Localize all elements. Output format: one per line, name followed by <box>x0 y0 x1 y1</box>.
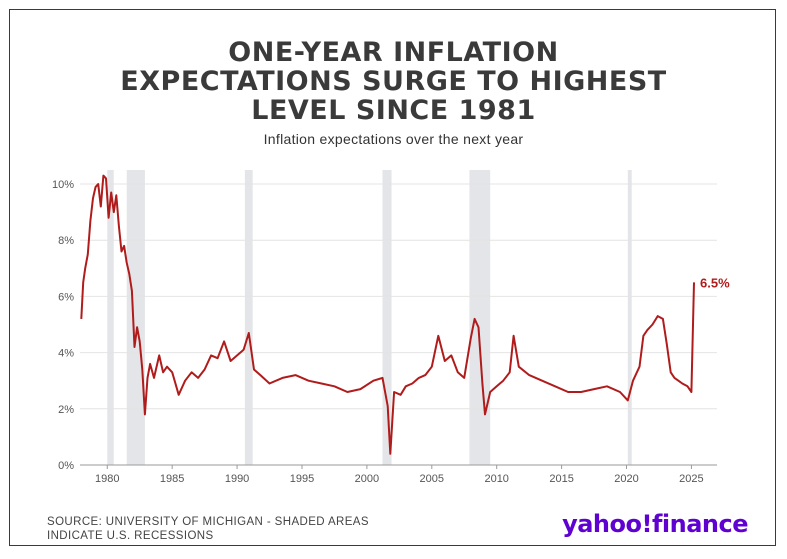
x-tick-label-7: 2015 <box>549 473 573 485</box>
chart-title: ONE-YEAR INFLATION EXPECTATIONS SURGE TO… <box>10 38 777 125</box>
y-tick-label-5: 10% <box>52 179 74 191</box>
x-tick-label-8: 2020 <box>614 473 638 485</box>
source-line-1: SOURCE: UNIVERSITY OF MICHIGAN - SHADED … <box>47 516 369 528</box>
x-tick-label-5: 2005 <box>420 473 444 485</box>
y-tick-label-0: 0% <box>58 460 74 472</box>
y-tick-label-1: 2% <box>58 404 74 416</box>
title-line-2: EXPECTATIONS SURGE TO HIGHEST <box>120 66 667 97</box>
chart-frame: ONE-YEAR INFLATION EXPECTATIONS SURGE TO… <box>9 9 776 546</box>
y-tick-label-2: 4% <box>58 348 74 360</box>
recession-band-4 <box>469 170 491 465</box>
end-value-label: 6.5% <box>700 275 730 290</box>
source-line-2: INDICATE U.S. RECESSIONS <box>47 530 214 542</box>
x-tick-label-4: 2000 <box>355 473 379 485</box>
series-line-inflation-expectations <box>80 174 695 455</box>
line-chart: 0% 2% 4% 6% 8% 10% 1980 1985 1990 1995 2000 2005 201… <box>52 170 730 485</box>
chart-subtitle: Inflation expectations over the next yea… <box>263 131 524 147</box>
x-tick-label-2: 1990 <box>225 473 249 485</box>
source-note: SOURCE: UNIVERSITY OF MICHIGAN - SHADED … <box>47 515 369 543</box>
x-tick-label-9: 2025 <box>679 473 703 485</box>
x-tick-label-1: 1985 <box>160 473 184 485</box>
recession-band-5 <box>627 170 632 465</box>
recession-band-3 <box>382 170 392 465</box>
y-tick-label-4: 8% <box>58 235 74 247</box>
yahoo-finance-logo: yahoo!finance <box>562 510 748 538</box>
recession-band-0 <box>107 170 114 465</box>
x-tick-label-0: 1980 <box>95 473 119 485</box>
recession-band-1 <box>126 170 145 465</box>
recession-band-2 <box>244 170 253 465</box>
title-line-1: ONE-YEAR INFLATION <box>228 37 559 68</box>
x-tick-label-3: 1995 <box>290 473 314 485</box>
y-tick-label-3: 6% <box>58 291 74 303</box>
x-tick-label-6: 2010 <box>484 473 508 485</box>
title-line-3: LEVEL SINCE 1981 <box>251 95 536 126</box>
